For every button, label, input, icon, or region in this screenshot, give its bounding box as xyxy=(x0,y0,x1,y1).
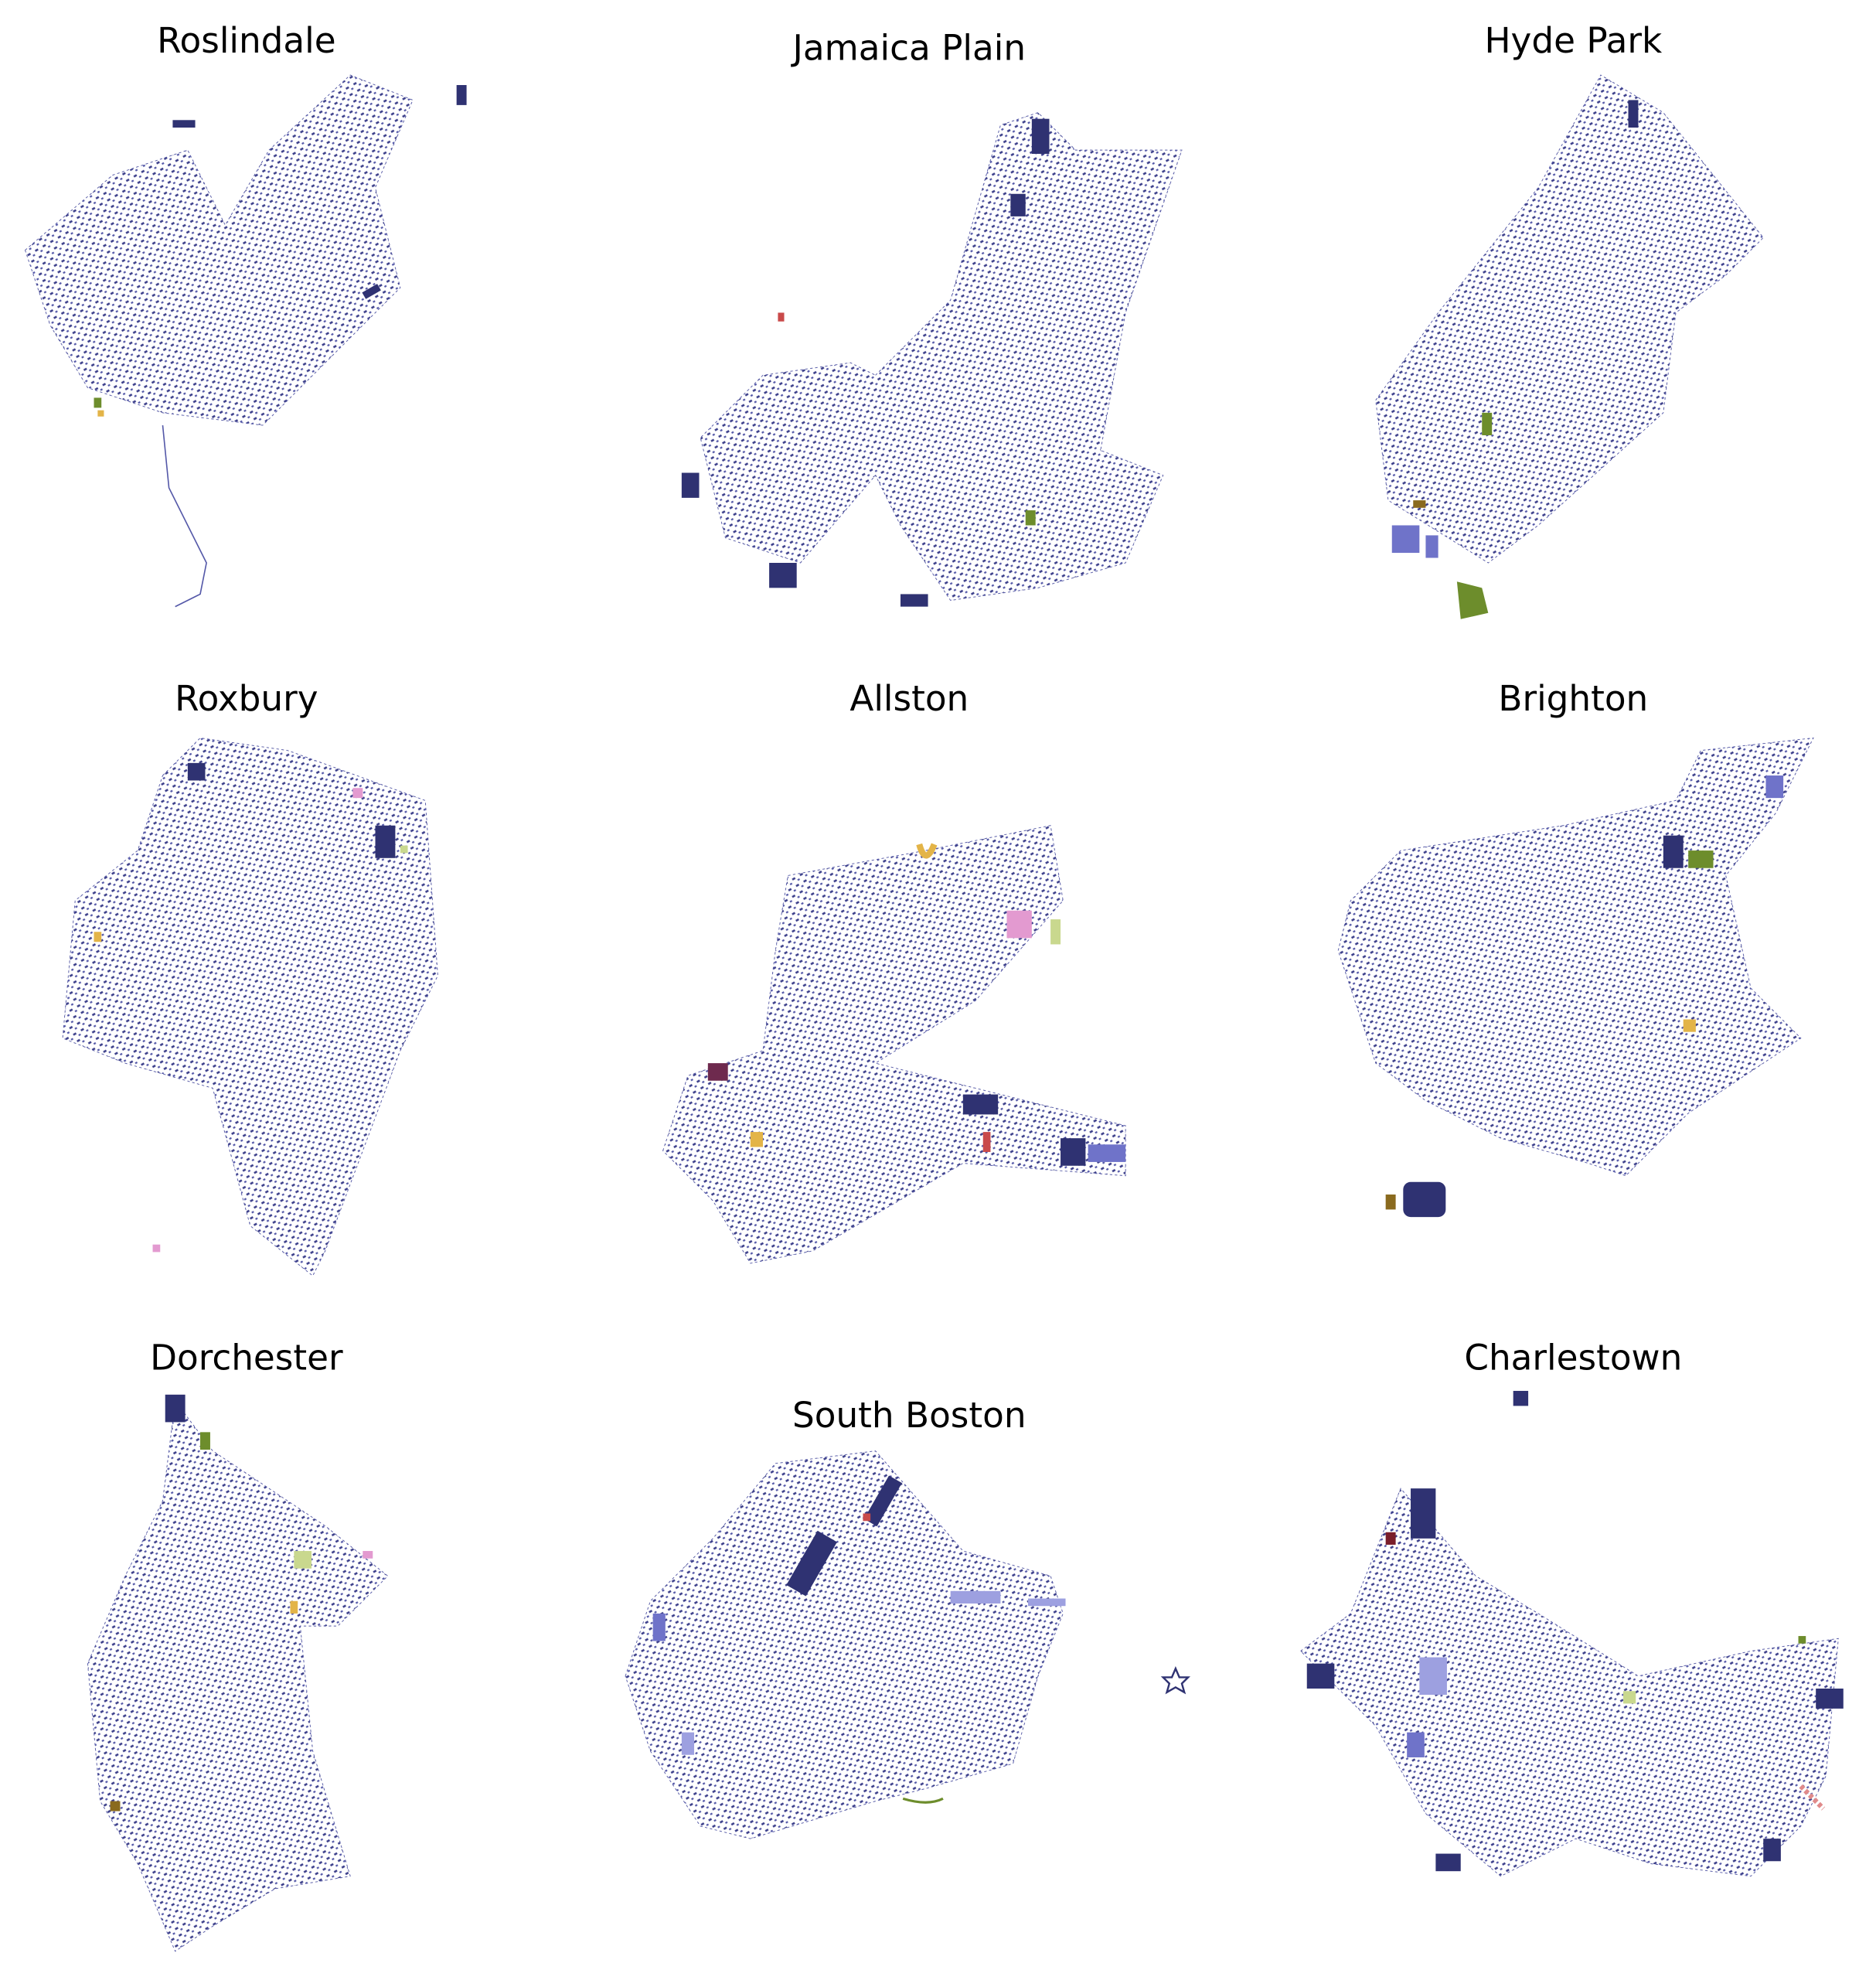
map-title: Roxbury xyxy=(175,678,318,719)
building xyxy=(1663,835,1684,868)
building-footprints xyxy=(700,112,1183,602)
building xyxy=(863,1475,902,1527)
map-title: Brighton xyxy=(1498,678,1648,719)
building-footprints xyxy=(1375,74,1764,564)
building xyxy=(200,1432,210,1450)
building xyxy=(902,1797,944,1804)
building xyxy=(1688,850,1714,868)
building xyxy=(1306,1663,1335,1689)
map-title: Hyde Park xyxy=(1484,20,1662,61)
building xyxy=(94,932,102,942)
building xyxy=(456,85,467,105)
building xyxy=(1385,1194,1396,1210)
building xyxy=(165,1394,186,1423)
building-footprints xyxy=(62,737,438,1276)
building xyxy=(863,1513,871,1522)
path-building xyxy=(162,424,207,608)
building xyxy=(1407,1732,1425,1757)
map-title: Charlestown xyxy=(1464,1337,1682,1378)
building xyxy=(681,1732,695,1755)
map-charlestown: Charlestown xyxy=(1299,1337,1844,1877)
map-hyde-park: Hyde Park xyxy=(1375,20,1764,619)
building xyxy=(652,1613,666,1641)
map-south-boston: South Boston xyxy=(625,1395,1190,1839)
building xyxy=(1050,919,1061,945)
building xyxy=(97,410,104,417)
building xyxy=(1798,1636,1806,1644)
building xyxy=(681,472,700,498)
building xyxy=(707,1063,728,1081)
building xyxy=(1425,535,1438,558)
building xyxy=(294,1551,312,1569)
building xyxy=(982,1132,991,1152)
building xyxy=(900,594,928,607)
building xyxy=(1816,1689,1844,1709)
building xyxy=(1799,1784,1826,1811)
building xyxy=(362,284,381,299)
building xyxy=(290,1600,298,1614)
map-title: Roslindale xyxy=(157,20,336,61)
building xyxy=(1419,1657,1447,1696)
building xyxy=(786,1530,837,1597)
building xyxy=(1031,118,1050,154)
building xyxy=(94,397,102,408)
building xyxy=(363,1551,373,1559)
building-footprints xyxy=(87,1399,389,1952)
building xyxy=(1413,500,1426,508)
building xyxy=(1088,1144,1126,1162)
building xyxy=(172,120,196,128)
map-allston: Allston xyxy=(662,678,1126,1264)
building xyxy=(1765,775,1784,799)
building xyxy=(1456,581,1489,619)
building xyxy=(400,845,408,854)
building xyxy=(352,788,363,799)
building xyxy=(916,843,938,859)
building xyxy=(1411,1488,1436,1539)
fort-building xyxy=(1160,1666,1190,1695)
building-footprints xyxy=(1337,737,1814,1177)
building xyxy=(962,1094,999,1115)
building xyxy=(1482,412,1493,435)
map-brighton: Brighton xyxy=(1337,678,1814,1218)
building xyxy=(778,312,785,322)
building-footprints xyxy=(1299,1488,1839,1877)
map-title: Jamaica Plain xyxy=(791,28,1027,69)
building xyxy=(950,1590,1001,1604)
map-roslindale: Roslindale xyxy=(24,20,467,608)
building xyxy=(1061,1138,1086,1166)
map-title: Allston xyxy=(849,678,969,719)
building xyxy=(750,1132,764,1147)
map-roxbury: Roxbury xyxy=(62,678,438,1276)
building xyxy=(1010,193,1026,216)
building xyxy=(1435,1853,1461,1872)
building-footprints xyxy=(625,1450,1064,1839)
building xyxy=(1763,1839,1781,1862)
building xyxy=(1403,1181,1446,1218)
building xyxy=(1513,1390,1529,1406)
map-title: Dorchester xyxy=(150,1337,343,1378)
building xyxy=(1385,1532,1396,1545)
building xyxy=(1628,100,1639,128)
building xyxy=(1623,1691,1636,1704)
building xyxy=(1006,910,1032,939)
building xyxy=(152,1244,161,1253)
building xyxy=(375,825,396,858)
building xyxy=(187,762,206,781)
building-footprints xyxy=(662,825,1126,1264)
building xyxy=(110,1801,121,1812)
building xyxy=(769,563,797,588)
map-title: South Boston xyxy=(792,1395,1027,1436)
building xyxy=(1683,1019,1696,1032)
building xyxy=(1391,525,1420,554)
map-dorchester: Dorchester xyxy=(87,1337,389,1952)
map-jamaica-plain: Jamaica Plain xyxy=(681,28,1183,607)
building xyxy=(1027,1598,1066,1607)
building xyxy=(1025,510,1036,526)
building-footprints xyxy=(24,74,414,426)
